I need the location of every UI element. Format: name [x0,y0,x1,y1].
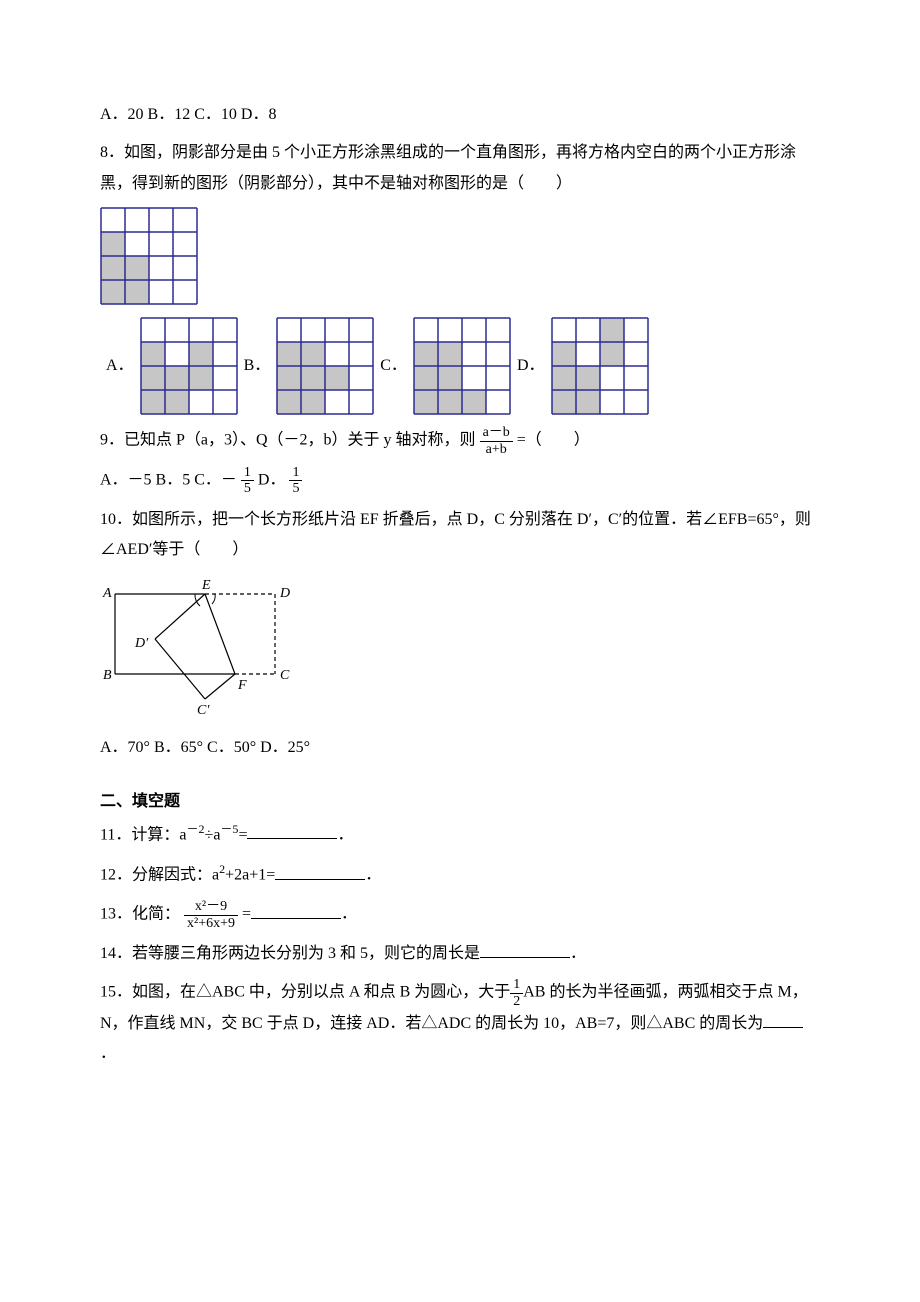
svg-text:A: A [102,586,112,601]
q9-frac-num: a－b [480,425,513,441]
q13-blank [251,902,341,919]
q13-fraction: x²－9 x²+6x+9 [184,899,238,931]
q12-post: +2a+1= [225,867,275,884]
q15-fraction: 1 2 [510,977,523,1009]
q9-choice-d: D． [258,472,286,489]
q13-eq: = [242,906,251,923]
q10-text: 10．如图所示，把一个长方形纸片沿 EF 折叠后，点 D，C 分别落在 D′，C… [100,505,820,566]
q11: 11．计算：a－2÷a－5= ． [100,818,820,851]
svg-text:C′: C′ [197,703,210,714]
q11-end: ． [337,826,353,843]
opt-label-a: A． [106,351,134,381]
svg-text:D′: D′ [134,636,149,651]
q8-text-span: 8．如图，阴影部分是由 5 个小正方形涂黑组成的一个直角图形，再将方格内空白的两… [100,144,796,191]
q9-frac-d-num: 1 [289,465,302,481]
q11-pre: 11．计算：a [100,826,187,843]
q9-frac-d-den: 5 [289,481,302,496]
q10-choices-text: A．70° B．65° C．50° D．25° [100,739,310,756]
q10-figure: A D B C E F D′ C′ [100,574,820,725]
q9-choice-ab: A．－5 B．5 C．－ [100,472,237,489]
q11-blank [247,822,337,839]
q9-frac-c: 1 5 [241,465,254,497]
q8-stem-figure [100,207,820,305]
q13-end: ． [341,906,357,923]
q9-post: =（ ） [517,432,590,449]
q7-choices: A．20 B．12 C．10 D．8 [100,100,820,130]
q15-blank [763,1011,803,1028]
q7-choices-text: A．20 B．12 C．10 D．8 [100,106,276,123]
q9-frac-d: 1 5 [289,465,302,497]
q9-frac-c-num: 1 [241,465,254,481]
section-2-text: 二、填空题 [100,793,180,810]
svg-text:D: D [279,586,290,601]
q14: 14．若等腰三角形两边长分别为 3 和 5，则它的周长是 ． [100,939,820,969]
q11-post: = [238,826,247,843]
q15-frac-den: 2 [510,994,523,1009]
svg-text:E: E [201,578,211,593]
fold-diagram: A D B C E F D′ C′ [100,574,290,714]
q14-end: ． [570,945,586,962]
q10-text-span: 10．如图所示，把一个长方形纸片沿 EF 折叠后，点 D，C 分别落在 D′，C… [100,511,811,558]
q8-option-b-grid [276,317,374,415]
q9-pre: 9．已知点 P（a，3）、Q（－2，b）关于 y 轴对称，则 [100,432,476,449]
svg-text:C: C [280,668,290,683]
q15: 15．如图，在△ABC 中，分别以点 A 和点 B 为圆心，大于 1 2 AB … [100,977,820,1070]
q8-option-d-grid [551,317,649,415]
q8-options-row: A． B． C． D． [100,317,820,415]
svg-text:B: B [103,668,112,683]
q12-blank [275,863,365,880]
q15-end: ． [100,1045,116,1062]
q13-num: x²－9 [184,899,238,915]
q9-frac-den: a+b [480,442,513,457]
q15-frac-num: 1 [510,977,523,993]
section-2-heading: 二、填空题 [100,787,820,817]
q12-pre: 12．分解因式：a [100,867,219,884]
q10-choices: A．70° B．65° C．50° D．25° [100,733,820,763]
q8-option-c-grid [413,317,511,415]
q13: 13．化简： x²－9 x²+6x+9 = ． [100,899,820,931]
opt-label-d: D． [517,351,545,381]
q11-mid: ÷a [205,826,221,843]
opt-label-b: B． [244,351,271,381]
q14-pre: 14．若等腰三角形两边长分别为 3 和 5，则它的周长是 [100,945,480,962]
q15-pre: 15．如图，在△ABC 中，分别以点 A 和点 B 为圆心，大于 [100,984,510,1001]
q12-end: ． [365,867,381,884]
q9-choices: A．－5 B．5 C．－ 1 5 D． 1 5 [100,465,820,497]
q8-option-a-grid [140,317,238,415]
q8-stem-grid [100,207,198,305]
q9: 9．已知点 P（a，3）、Q（－2，b）关于 y 轴对称，则 a－b a+b =… [100,425,820,457]
q9-fraction: a－b a+b [480,425,513,457]
opt-label-c: C． [380,351,407,381]
q12: 12．分解因式：a2+2a+1=． [100,858,820,891]
q11-exp2: －5 [220,822,238,836]
svg-text:F: F [237,678,247,693]
q8-text: 8．如图，阴影部分是由 5 个小正方形涂黑组成的一个直角图形，再将方格内空白的两… [100,138,820,199]
q14-blank [480,941,570,958]
q11-exp1: －2 [187,822,205,836]
q13-pre: 13．化简： [100,906,180,923]
q9-frac-c-den: 5 [241,481,254,496]
q13-den: x²+6x+9 [184,916,238,931]
